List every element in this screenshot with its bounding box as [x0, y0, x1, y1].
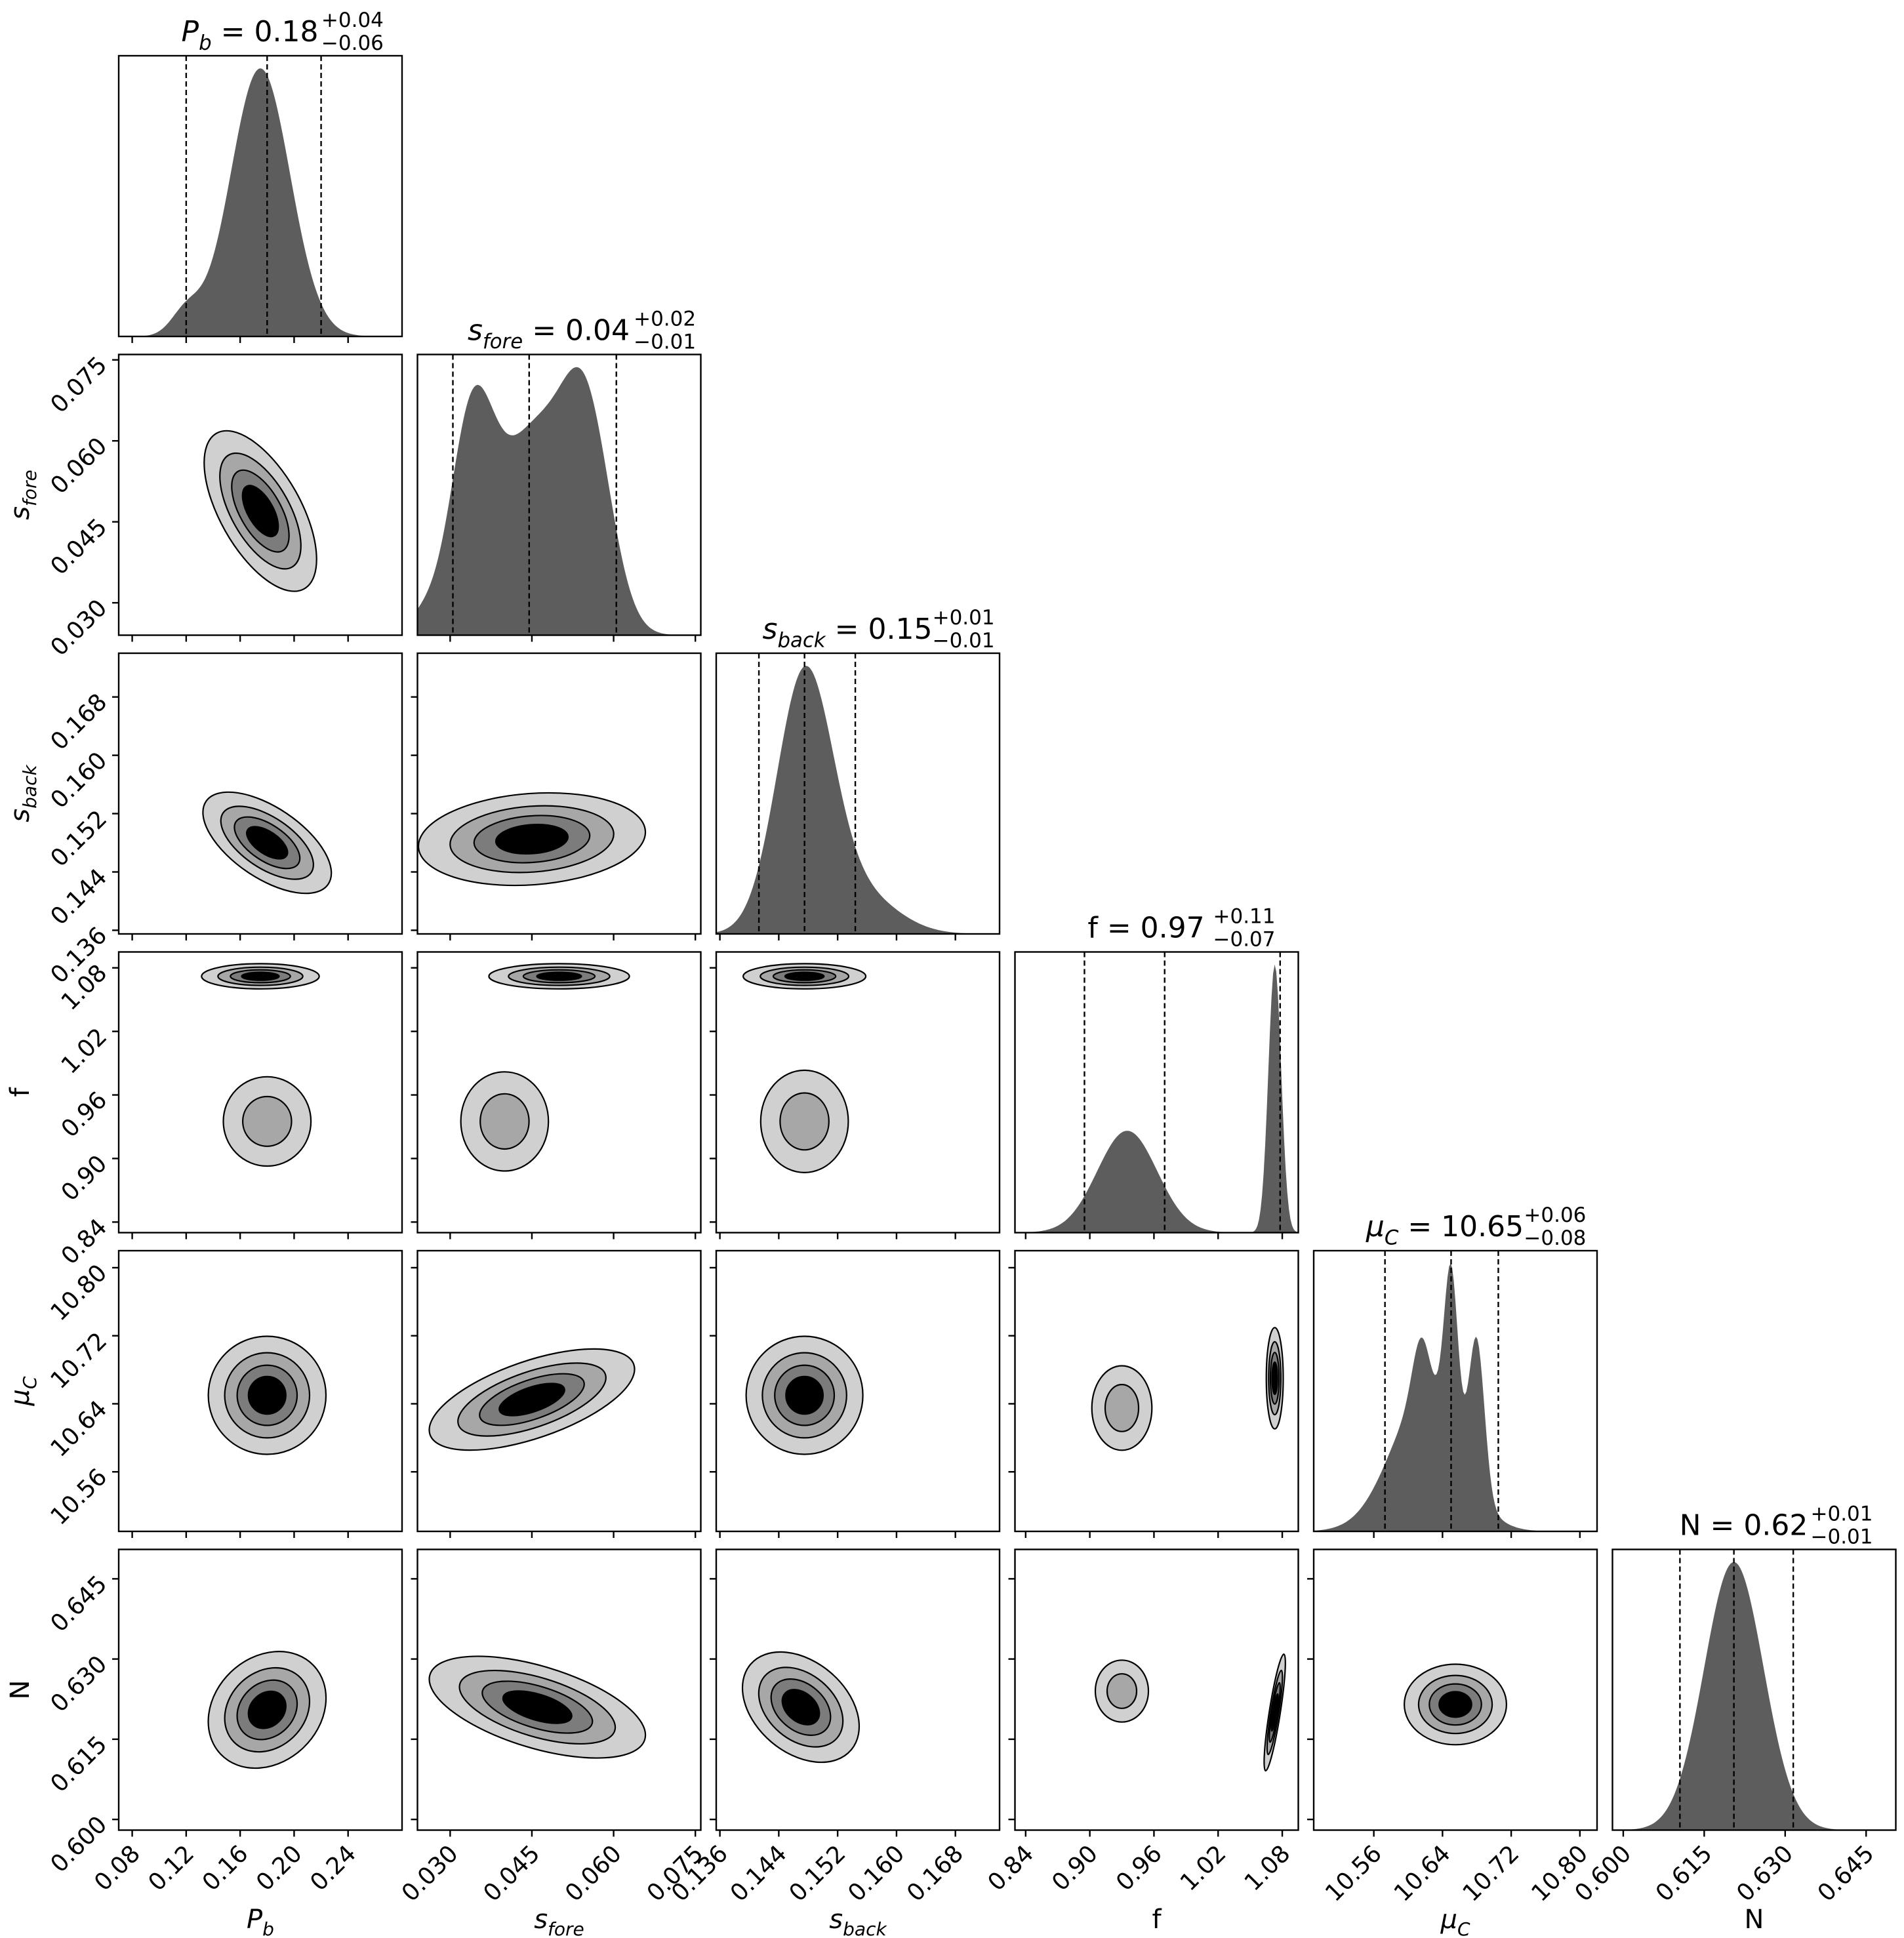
- panel-frame-sfore-N: [416, 1548, 702, 1831]
- contour-panel-sback-N: [741, 1651, 861, 1764]
- title-sfore: sfore = 0.04: [468, 314, 630, 353]
- panel-frame-Pb-f: [117, 951, 403, 1234]
- contour-level-3: [247, 1375, 287, 1415]
- contour-level-3: [247, 1690, 287, 1729]
- contour-level-3: [246, 826, 289, 860]
- contour-panel-Pb-muC: [207, 1335, 327, 1455]
- contour-panel-sfore-f: [460, 963, 630, 1172]
- title-plus-Pb: +0.04: [321, 9, 384, 32]
- panel-frame-sfore-sfore: [416, 353, 702, 636]
- x-axis-label-f: f: [1152, 1905, 1162, 1935]
- panel-frame-muC-N: [1312, 1548, 1598, 1831]
- title-Pb: Pb = 0.18: [182, 15, 319, 54]
- panel-frame-sback-N: [715, 1548, 1001, 1831]
- title-minus-sfore: −0.01: [634, 331, 696, 354]
- panel-frame-f-f: [1014, 951, 1299, 1234]
- contour-panel-sfore-N: [428, 1655, 647, 1759]
- title-minus-N: −0.01: [1811, 1525, 1873, 1549]
- panel-frame-sback-sback: [715, 652, 1001, 935]
- contour-level-1: [779, 1092, 830, 1151]
- title-f: f = 0.97: [1087, 912, 1204, 945]
- contour-level-1: [1104, 1383, 1140, 1432]
- panel-frame-Pb-muC: [117, 1249, 403, 1533]
- histogram-Pb: [119, 68, 402, 337]
- histogram-f: [1015, 964, 1299, 1233]
- contour-level-1: [479, 1093, 530, 1150]
- contour-panel-sfore-muC: [428, 1348, 636, 1451]
- contour-panel-sback-f: [742, 963, 867, 1174]
- y-axis-label-sfore: sfore: [5, 470, 41, 520]
- histogram-N: [1612, 1562, 1896, 1830]
- contour-level-3: [781, 1689, 820, 1726]
- title-minus-f: −0.07: [1213, 928, 1276, 952]
- x-axis-label-N: N: [1745, 1905, 1764, 1935]
- panel-frame-muC-muC: [1312, 1249, 1598, 1533]
- panel-frame-sback-muC: [715, 1249, 1001, 1533]
- panel-frame-f-muC: [1014, 1249, 1299, 1533]
- histogram-muC: [1314, 1263, 1597, 1531]
- contour-panel-muC-N: [1403, 1663, 1507, 1746]
- y-axis-label-N: N: [5, 1680, 35, 1700]
- panel-frame-sfore-muC: [416, 1249, 702, 1533]
- title-sback: sback = 0.15: [763, 613, 933, 652]
- y-axis-label-sback: sback: [5, 764, 41, 822]
- contour-panel-f-N: [1094, 1653, 1286, 1772]
- panel-frame-N-N: [1611, 1548, 1897, 1831]
- panel-frame-Pb-sback: [117, 652, 403, 935]
- contour-level-3: [498, 1383, 565, 1417]
- panel-frame-f-N: [1014, 1548, 1299, 1831]
- title-plus-muC: +0.06: [1524, 1203, 1586, 1227]
- histogram-sback: [716, 666, 1000, 934]
- panel-frame-sfore-sback: [416, 652, 702, 935]
- contour-panel-Pb-f: [201, 963, 320, 1167]
- panel-frame-Pb-Pb: [117, 54, 403, 338]
- contour-level-1: [1106, 1673, 1138, 1709]
- contour-level-3: [536, 971, 582, 981]
- x-axis-label-muC: μC: [1440, 1905, 1470, 1938]
- contour-level-1: [241, 1095, 293, 1147]
- title-minus-muC: −0.08: [1524, 1226, 1586, 1250]
- contour-level-3: [1438, 1691, 1472, 1718]
- contour-level-3: [1270, 1693, 1279, 1732]
- panel-frame-Pb-sfore: [117, 353, 403, 636]
- x-axis-label-sfore: sfore: [534, 1905, 584, 1938]
- y-axis-label-f: f: [5, 1087, 35, 1097]
- title-minus-sback: −0.01: [933, 629, 995, 653]
- panel-frame-sback-f: [715, 951, 1001, 1234]
- contour-level-3: [1271, 1361, 1278, 1396]
- contour-panel-sfore-sback: [417, 792, 647, 887]
- x-axis-label-sback: sback: [829, 1905, 887, 1938]
- title-plus-N: +0.01: [1811, 1503, 1873, 1526]
- x-axis-label-Pb: Pb: [247, 1905, 274, 1938]
- contour-level-3: [495, 823, 569, 855]
- title-plus-sfore: +0.02: [634, 308, 696, 331]
- panel-frame-Pb-N: [117, 1548, 403, 1831]
- contour-panel-sback-muC: [745, 1335, 864, 1455]
- contour-panel-f-muC: [1091, 1327, 1284, 1451]
- title-N: N = 0.62: [1680, 1509, 1808, 1543]
- contour-level-3: [241, 485, 279, 538]
- y-axis-label-muC: μC: [5, 1376, 41, 1406]
- panel-frame-sfore-f: [416, 951, 702, 1234]
- contour-level-3: [502, 1690, 573, 1724]
- contour-panel-Pb-N: [207, 1651, 327, 1769]
- title-plus-f: +0.11: [1213, 905, 1276, 929]
- contour-level-3: [241, 971, 280, 981]
- contour-panel-Pb-sback: [202, 791, 333, 895]
- contour-panel-Pb-sfore: [203, 430, 317, 592]
- contour-level-3: [785, 1375, 824, 1415]
- contour-level-3: [784, 971, 825, 981]
- title-minus-Pb: −0.06: [321, 31, 384, 55]
- title-muC: μC = 10.65: [1366, 1210, 1524, 1249]
- title-plus-sback: +0.01: [933, 606, 995, 630]
- histogram-sfore: [417, 367, 701, 636]
